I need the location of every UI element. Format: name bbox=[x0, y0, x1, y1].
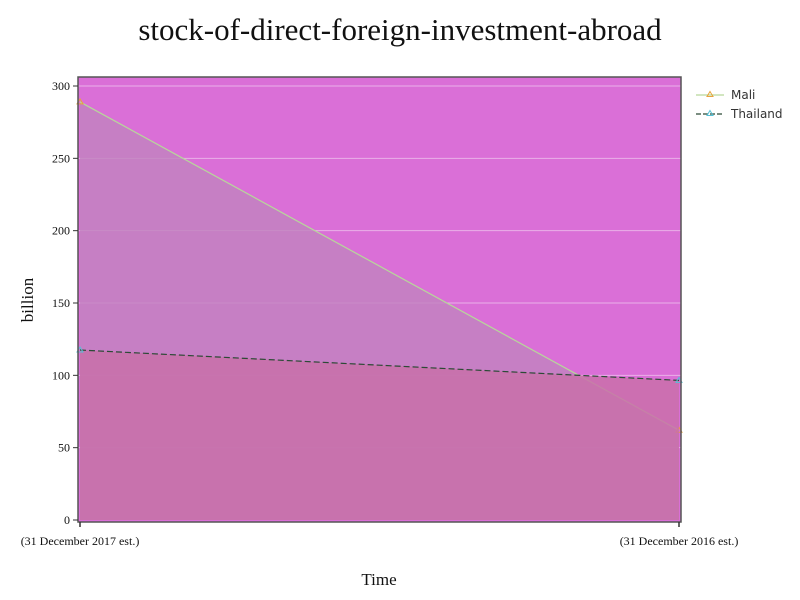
legend-marker-mali bbox=[706, 90, 714, 97]
y-axis-title: billion bbox=[18, 277, 37, 322]
series-area-thailand bbox=[80, 350, 679, 520]
y-tick-label-50: 50 bbox=[58, 441, 70, 455]
x-axis: (31 December 2017 est.) (31 December 2016… bbox=[21, 522, 739, 548]
x-tick-label-1: (31 December 2016 est.) bbox=[620, 534, 739, 548]
y-tick-label-300: 300 bbox=[52, 79, 70, 93]
legend-item-mali[interactable]: Mali bbox=[696, 88, 755, 102]
legend-marker-thailand bbox=[706, 109, 714, 116]
x-axis-title: Time bbox=[361, 570, 396, 589]
series-layer bbox=[76, 97, 683, 520]
y-tick-label-200: 200 bbox=[52, 224, 70, 238]
y-tick-label-100: 100 bbox=[52, 368, 70, 382]
legend-label-mali: Mali bbox=[731, 88, 755, 102]
y-tick-label-250: 250 bbox=[52, 151, 70, 165]
plot-frame bbox=[77, 76, 682, 523]
series-line-thailand bbox=[79, 349, 680, 381]
legend-item-thailand[interactable]: Thailand bbox=[696, 107, 783, 121]
x-tick-label-0: (31 December 2017 est.) bbox=[21, 534, 140, 548]
legend-label-thailand: Thailand bbox=[730, 107, 783, 121]
y-tick-label-0: 0 bbox=[64, 513, 70, 527]
plot-area bbox=[76, 76, 683, 523]
chart-title: stock-of-direct-foreign-investment-abroa… bbox=[138, 12, 662, 47]
y-axis: 0 50 100 150 200 250 300 bbox=[52, 79, 78, 527]
legend[interactable]: Mali Thailand bbox=[696, 88, 783, 121]
y-tick-label-150: 150 bbox=[52, 296, 70, 310]
